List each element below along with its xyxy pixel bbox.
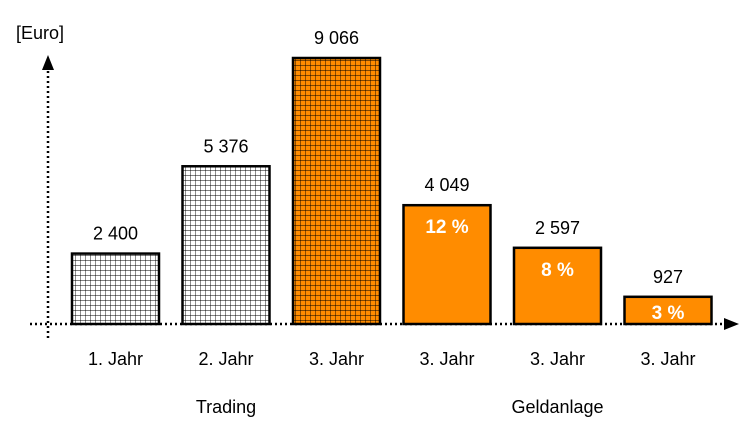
- x-tick-label-3: 3. Jahr: [309, 349, 364, 369]
- value-label-1: 2 400: [93, 224, 138, 244]
- x-tick-label-1: 1. Jahr: [88, 349, 143, 369]
- bar-2: [181, 165, 271, 326]
- percent-label-6: 3 %: [652, 303, 685, 324]
- x-tick-label-4: 3. Jahr: [419, 349, 474, 369]
- value-label-2: 5 376: [203, 136, 248, 156]
- x-tick-label-6: 3. Jahr: [640, 349, 695, 369]
- percent-label-4: 12 %: [425, 217, 468, 238]
- bars-layer: 2 400 1. Jahr 5 376 2. Jahr 9 066 3. Jahr 4 04…: [70, 28, 713, 369]
- group-label-geldanlage: Geldanlage: [511, 397, 603, 417]
- bar-3: [291, 56, 382, 326]
- x-axis-arrow: [724, 318, 739, 330]
- y-axis-arrow: [42, 55, 54, 70]
- y-axis-label: [Euro]: [16, 23, 64, 43]
- group-labels-layer: Trading Geldanlage: [196, 397, 604, 417]
- bar-1: [70, 252, 161, 326]
- percent-label-5: 8 %: [541, 260, 574, 281]
- value-label-5: 2 597: [535, 218, 580, 238]
- group-label-trading: Trading: [196, 397, 256, 417]
- bar-5: [512, 246, 603, 326]
- value-label-4: 4 049: [424, 175, 469, 195]
- x-tick-label-5: 3. Jahr: [530, 349, 585, 369]
- bar-4: [402, 203, 492, 326]
- x-tick-label-2: 2. Jahr: [198, 349, 253, 369]
- bar-6: [623, 295, 713, 326]
- value-label-3: 9 066: [314, 28, 359, 48]
- value-label-6: 927: [653, 267, 683, 287]
